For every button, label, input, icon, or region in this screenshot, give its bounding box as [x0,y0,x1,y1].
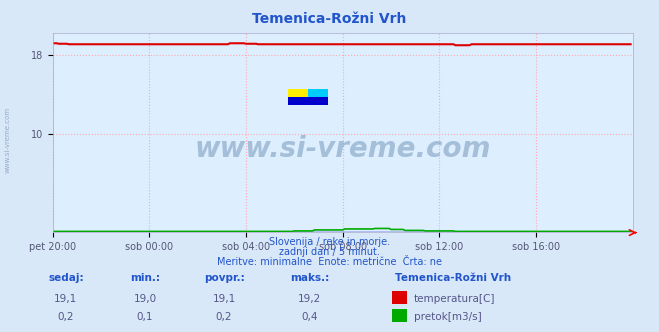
Text: temperatura[C]: temperatura[C] [414,294,496,304]
Text: 0,4: 0,4 [301,312,318,322]
Text: Meritve: minimalne  Enote: metrične  Črta: ne: Meritve: minimalne Enote: metrične Črta:… [217,257,442,267]
FancyBboxPatch shape [308,89,328,97]
FancyBboxPatch shape [287,97,328,105]
Text: povpr.:: povpr.: [204,273,244,283]
Text: sedaj:: sedaj: [48,273,84,283]
Text: Temenica-Rožni Vrh: Temenica-Rožni Vrh [395,273,511,283]
Text: www.si-vreme.com: www.si-vreme.com [5,106,11,173]
Text: 0,1: 0,1 [136,312,154,322]
Text: 0,2: 0,2 [57,312,74,322]
Text: 19,1: 19,1 [54,294,78,304]
FancyBboxPatch shape [287,89,308,97]
Text: zadnji dan / 5 minut.: zadnji dan / 5 minut. [279,247,380,257]
Text: min.:: min.: [130,273,160,283]
Text: Slovenija / reke in morje.: Slovenija / reke in morje. [269,237,390,247]
Text: www.si-vreme.com: www.si-vreme.com [194,135,491,163]
Text: 19,2: 19,2 [298,294,322,304]
Text: 0,2: 0,2 [215,312,233,322]
Text: maks.:: maks.: [290,273,330,283]
Text: 19,1: 19,1 [212,294,236,304]
Text: 19,0: 19,0 [133,294,157,304]
Text: pretok[m3/s]: pretok[m3/s] [414,312,482,322]
Text: Temenica-Rožni Vrh: Temenica-Rožni Vrh [252,12,407,26]
